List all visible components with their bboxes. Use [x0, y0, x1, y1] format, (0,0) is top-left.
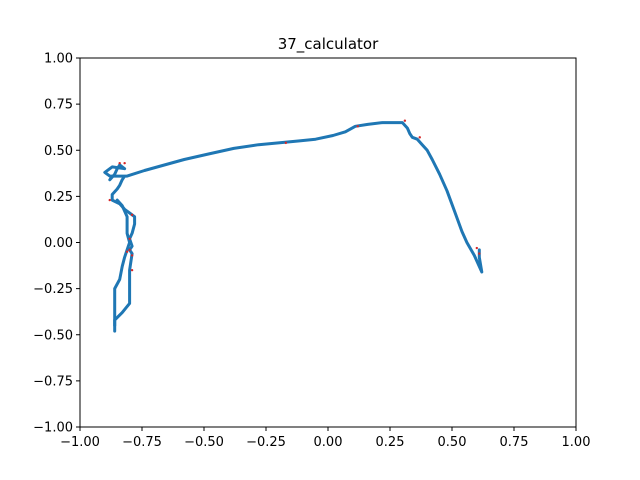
series-layer: [103, 121, 484, 333]
y-tick-label: 0.00: [44, 236, 73, 251]
data-point: [123, 161, 126, 165]
plot-background: [80, 58, 576, 427]
points-layer: [108, 119, 481, 272]
x-tick-label: −0.25: [246, 435, 286, 450]
data-point: [108, 198, 111, 202]
x-tick-label: −0.50: [184, 435, 224, 450]
data-point: [125, 250, 129, 253]
data-point: [478, 252, 481, 255]
y-tick-label: 0.75: [44, 98, 73, 113]
y-tick-label: 0.50: [44, 144, 73, 159]
y-axis: −1.00 −0.75 −0.50 −0.25 0.00 0.25 0.50 0.75 1.00: [33, 52, 80, 436]
trajectory-line-2: [113, 198, 132, 327]
trajectory-line-1: [103, 121, 484, 333]
data-point: [128, 248, 131, 252]
data-point: [284, 141, 288, 145]
x-tick-label: −0.75: [122, 435, 162, 450]
data-point: [128, 237, 131, 241]
y-tick-label: −0.50: [33, 328, 73, 343]
y-tick-label: −1.00: [33, 421, 73, 436]
x-tick-label: −1.00: [60, 435, 100, 450]
data-point: [118, 161, 121, 165]
x-axis: −1.00 −0.75 −0.50 −0.25 0.00 0.25 0.50 0.75 1.00: [60, 427, 590, 450]
data-point: [130, 254, 134, 257]
data-point: [130, 268, 134, 272]
x-tick-label: 0.75: [500, 435, 529, 450]
y-tick-label: −0.25: [33, 282, 73, 297]
data-point: [403, 119, 407, 122]
y-tick-label: 1.00: [44, 52, 73, 67]
y-tick-label: 0.25: [44, 190, 73, 205]
data-point: [475, 246, 478, 250]
x-tick-label: 0.50: [438, 435, 467, 450]
plot-area: [79, 57, 577, 428]
data-point: [130, 213, 134, 217]
x-tick-label: 0.25: [376, 435, 405, 450]
chart-title: 37_calculator: [278, 35, 379, 54]
data-point: [418, 136, 421, 139]
y-tick-label: −0.75: [33, 374, 73, 389]
x-tick-label: 0.00: [314, 435, 343, 450]
data-point: [356, 125, 359, 128]
x-tick-label: 1.00: [562, 435, 591, 450]
